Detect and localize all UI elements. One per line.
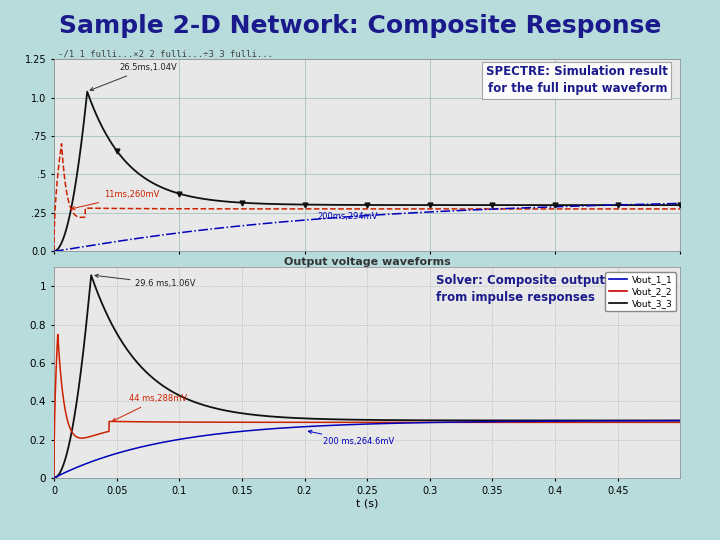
Text: 200ms,294mV: 200ms,294mV (317, 212, 377, 221)
Text: 26.5ms,1.04V: 26.5ms,1.04V (90, 63, 177, 91)
Text: 44 ms,288mV: 44 ms,288mV (112, 394, 187, 421)
Legend: Vout_1_1, Vout_2_2, Vout_3_3: Vout_1_1, Vout_2_2, Vout_3_3 (606, 272, 676, 312)
Text: Sample 2-D Network: Composite Response: Sample 2-D Network: Composite Response (59, 14, 661, 37)
Text: 11ms,260mV: 11ms,260mV (71, 191, 160, 210)
Text: SPECTRE: Simulation result
for the full input waveform: SPECTRE: Simulation result for the full … (486, 65, 668, 95)
Text: 200 ms,264.6mV: 200 ms,264.6mV (308, 430, 395, 447)
X-axis label: t (s): t (s) (356, 498, 379, 508)
Text: -/1 1 fulli...×2 2 fulli...÷3 3 fulli...: -/1 1 fulli...×2 2 fulli...÷3 3 fulli... (58, 50, 273, 59)
Text: Solver: Composite output
from impulse responses: Solver: Composite output from impulse re… (436, 274, 606, 303)
X-axis label: Output voltage waveforms: Output voltage waveforms (284, 256, 451, 267)
Text: 29.6 ms,1.06V: 29.6 ms,1.06V (95, 274, 196, 288)
